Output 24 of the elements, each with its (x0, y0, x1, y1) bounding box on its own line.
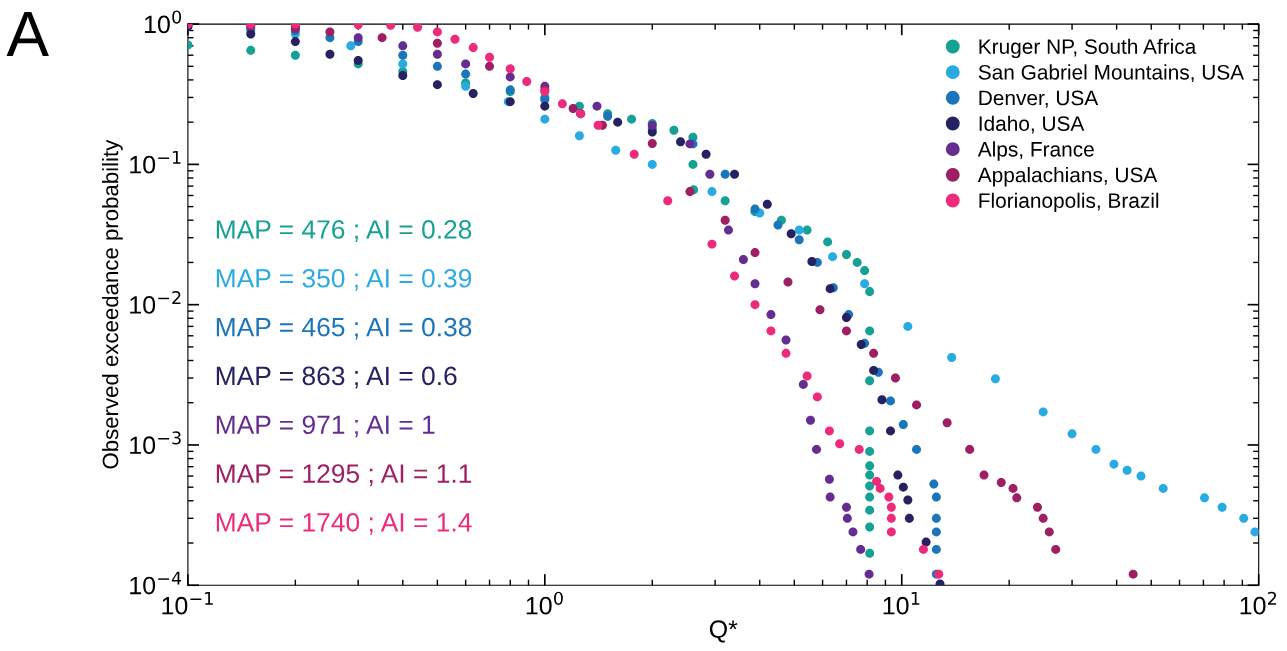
annotation: MAP = 465 ; AI = 0.38 (216, 317, 472, 340)
legend-label: Denver, USA (979, 90, 1099, 108)
x-axis-title: Q* (709, 620, 738, 643)
legend-label: Idaho, USA (979, 115, 1085, 134)
legend-label: San Gabriel Mountains, USA (978, 64, 1245, 83)
x-tick-label: 10$^{1}$ (883, 591, 920, 615)
annotation: MAP = 863 ; AI = 0.6 (216, 366, 457, 389)
legend-label: Appalachians, USA (977, 167, 1158, 187)
annotation: MAP = 350 ; AI = 0.39 (216, 268, 472, 291)
y-tick-label: 10$^{−1}$ (130, 150, 181, 174)
legend-label: Florianopolis, Brazil (979, 192, 1159, 213)
y-tick-label: 10$^{−2}$ (130, 290, 181, 314)
y-tick-label: 10$^{−3}$ (130, 431, 181, 455)
annotation: MAP = 1740 ; AI = 1.4 (216, 513, 472, 535)
annotation: MAP = 971 ; AI = 1 (216, 415, 435, 438)
annotation: MAP = 1295 ; AI = 1.1 (216, 464, 472, 487)
y-axis-title: Observed exceedance probability (102, 139, 123, 469)
y-tick-label: 10$^{0}$ (144, 10, 182, 34)
legend-label: Alps, France (977, 141, 1094, 161)
legend-label: Kruger NP, South Africa (979, 38, 1197, 59)
annotation: MAP = 476 ; AI = 0.28 (216, 220, 472, 242)
x-tick-label: 10$^{2}$ (1240, 591, 1277, 615)
x-tick-label: 10$^{0}$ (526, 591, 563, 615)
text: A (6, 12, 49, 57)
